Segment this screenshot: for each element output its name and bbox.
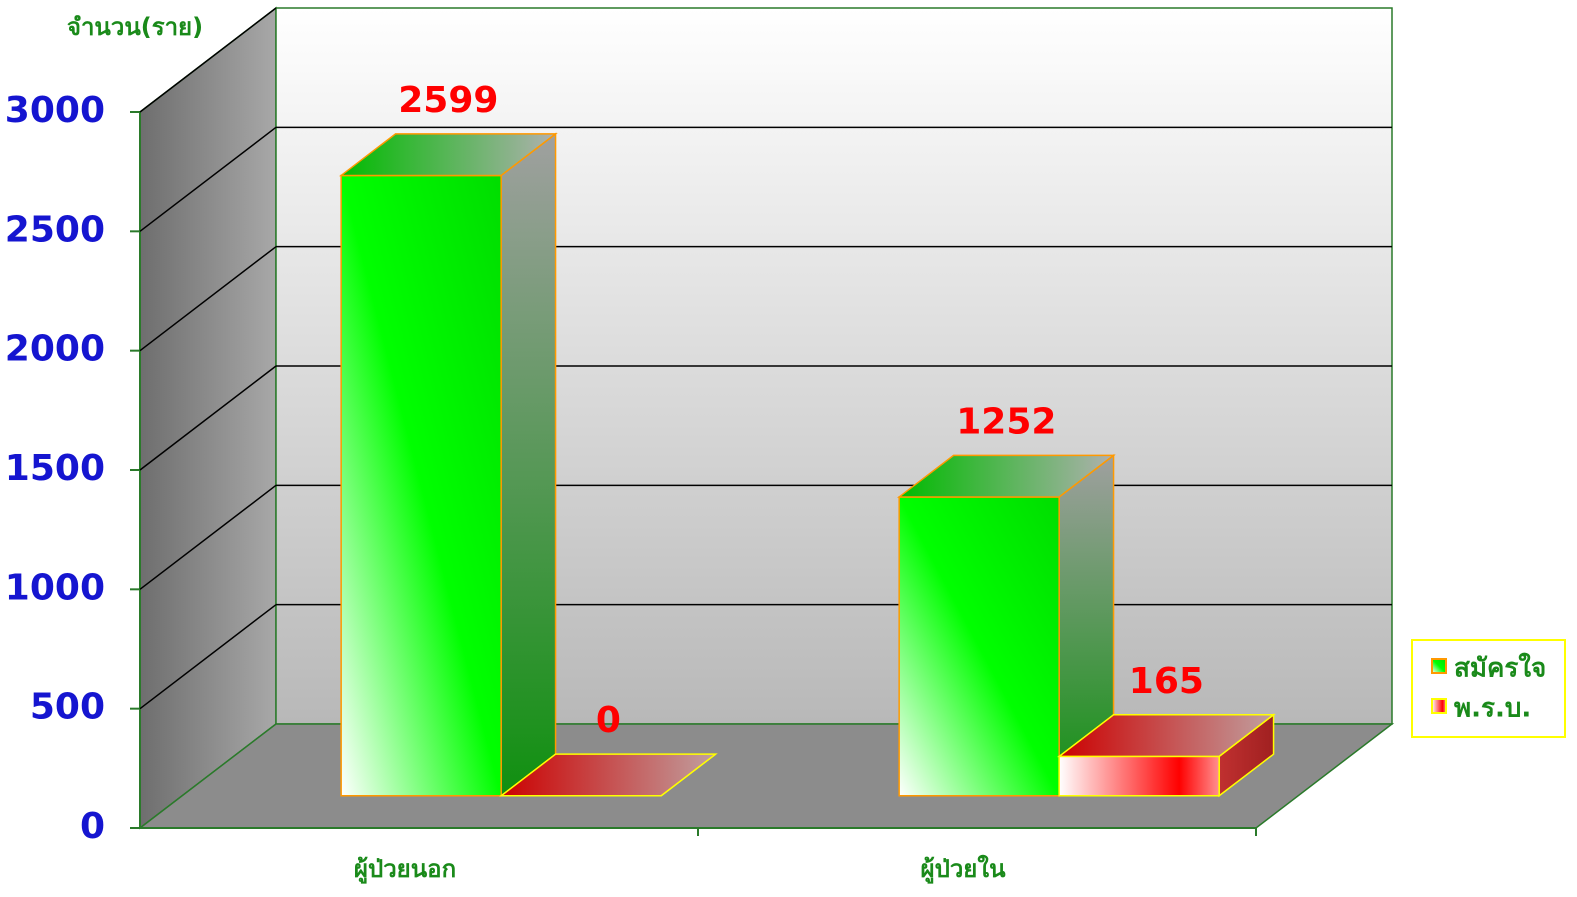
legend [1411, 639, 1566, 738]
bar-front [340, 174, 502, 797]
bar-top [338, 133, 558, 177]
value-label: 0 [596, 700, 621, 741]
value-label: 1252 [956, 401, 1056, 442]
bar-side [500, 132, 557, 798]
y-tick-label: 2500 [5, 209, 105, 250]
bar-front [1058, 755, 1220, 797]
grid-line [139, 365, 277, 471]
y-tick-label: 1500 [5, 448, 105, 489]
grid-line [139, 604, 277, 710]
y-tick-label: 500 [30, 687, 105, 728]
y-tick-label: 0 [80, 806, 105, 847]
y-tick-label: 2000 [5, 329, 105, 370]
x-tick-label: ผู้ป่วยใน [921, 854, 1007, 884]
grid-line [139, 7, 277, 113]
value-label: 165 [1129, 661, 1204, 702]
y-axis-label: จำนวน(ราย) [67, 13, 203, 41]
grid-line [139, 126, 277, 232]
bar-top [896, 454, 1116, 498]
grid-line [139, 484, 277, 590]
legend-label: สมัครใจ [1454, 653, 1546, 684]
bar-top [498, 753, 718, 797]
legend-swatch [1431, 658, 1447, 674]
grid-line [139, 246, 277, 352]
legend-swatch [1431, 698, 1447, 714]
legend-label: พ.ร.บ. [1454, 694, 1531, 724]
x-tick-label: ผู้ป่วยนอก [354, 855, 456, 884]
y-tick-label: 3000 [5, 90, 105, 131]
bar-top [1056, 714, 1276, 758]
value-label: 2599 [398, 80, 498, 121]
bar-front [898, 496, 1060, 797]
y-tick-label: 1000 [5, 567, 105, 608]
